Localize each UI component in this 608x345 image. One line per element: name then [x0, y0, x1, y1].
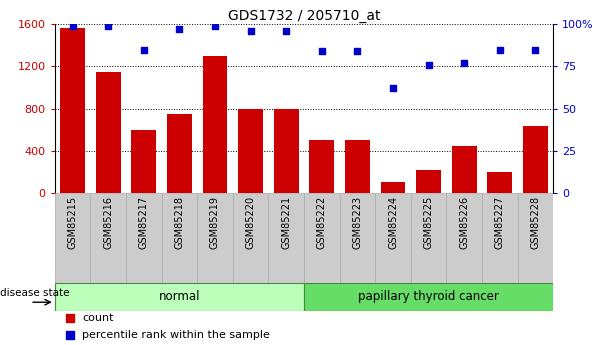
Point: [103, 23, 113, 29]
Text: GSM85218: GSM85218: [174, 196, 184, 249]
Point: [531, 47, 541, 52]
Text: disease state: disease state: [0, 288, 69, 297]
Bar: [381, 181, 406, 193]
Bar: [55, 193, 91, 283]
Text: GSM85225: GSM85225: [424, 196, 434, 249]
Bar: [162, 193, 197, 283]
Text: GSM85217: GSM85217: [139, 196, 149, 249]
Text: GSM85227: GSM85227: [495, 196, 505, 249]
Bar: [411, 193, 446, 283]
Point: [246, 28, 255, 34]
Bar: [523, 126, 548, 193]
Text: normal: normal: [159, 290, 200, 303]
Text: GSM85223: GSM85223: [353, 196, 362, 249]
Text: GSM85216: GSM85216: [103, 196, 113, 249]
Text: percentile rank within the sample: percentile rank within the sample: [82, 331, 270, 340]
Bar: [340, 193, 375, 283]
Bar: [238, 109, 263, 193]
Bar: [446, 193, 482, 283]
Bar: [167, 114, 192, 193]
Text: GSM85226: GSM85226: [459, 196, 469, 249]
Bar: [60, 28, 85, 193]
Title: GDS1732 / 205710_at: GDS1732 / 205710_at: [228, 9, 380, 23]
Point: [65, 333, 75, 338]
Text: papillary thyroid cancer: papillary thyroid cancer: [358, 290, 499, 303]
Point: [353, 48, 362, 54]
Point: [282, 28, 291, 34]
Bar: [55, 283, 304, 310]
Text: GSM85222: GSM85222: [317, 196, 327, 249]
Bar: [517, 193, 553, 283]
Point: [424, 62, 434, 68]
Point: [67, 23, 77, 29]
Point: [495, 47, 505, 52]
Text: GSM85224: GSM85224: [388, 196, 398, 249]
Bar: [452, 146, 477, 193]
Point: [174, 27, 184, 32]
Point: [317, 48, 326, 54]
Bar: [304, 283, 553, 310]
Text: count: count: [82, 313, 114, 323]
Bar: [274, 109, 299, 193]
Bar: [202, 56, 227, 193]
Text: GSM85221: GSM85221: [281, 196, 291, 249]
Bar: [345, 140, 370, 193]
Point: [65, 315, 75, 321]
Point: [460, 60, 469, 66]
Point: [139, 47, 148, 52]
Text: GSM85219: GSM85219: [210, 196, 220, 249]
Bar: [416, 170, 441, 193]
Text: GSM85215: GSM85215: [67, 196, 78, 249]
Bar: [375, 193, 411, 283]
Point: [210, 23, 220, 29]
Bar: [126, 193, 162, 283]
Text: GSM85228: GSM85228: [530, 196, 541, 249]
Point: [388, 86, 398, 91]
Bar: [233, 193, 268, 283]
Text: GSM85220: GSM85220: [246, 196, 255, 249]
Bar: [131, 130, 156, 193]
Bar: [304, 193, 340, 283]
Bar: [91, 193, 126, 283]
Bar: [268, 193, 304, 283]
Bar: [309, 140, 334, 193]
Bar: [488, 172, 513, 193]
Bar: [482, 193, 517, 283]
Bar: [95, 72, 120, 193]
Bar: [197, 193, 233, 283]
